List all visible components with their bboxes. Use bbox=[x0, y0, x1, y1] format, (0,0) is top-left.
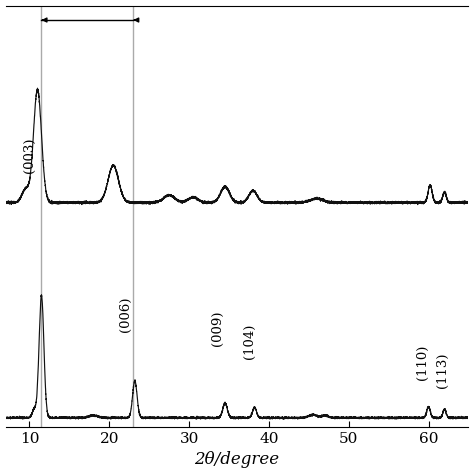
Text: (009): (009) bbox=[210, 311, 224, 346]
Text: (113): (113) bbox=[437, 352, 449, 388]
Text: (006): (006) bbox=[119, 297, 132, 332]
Text: (003): (003) bbox=[23, 137, 36, 173]
Text: (110): (110) bbox=[416, 344, 428, 380]
Text: (104): (104) bbox=[243, 323, 255, 359]
X-axis label: 2θ/degree: 2θ/degree bbox=[194, 451, 280, 468]
